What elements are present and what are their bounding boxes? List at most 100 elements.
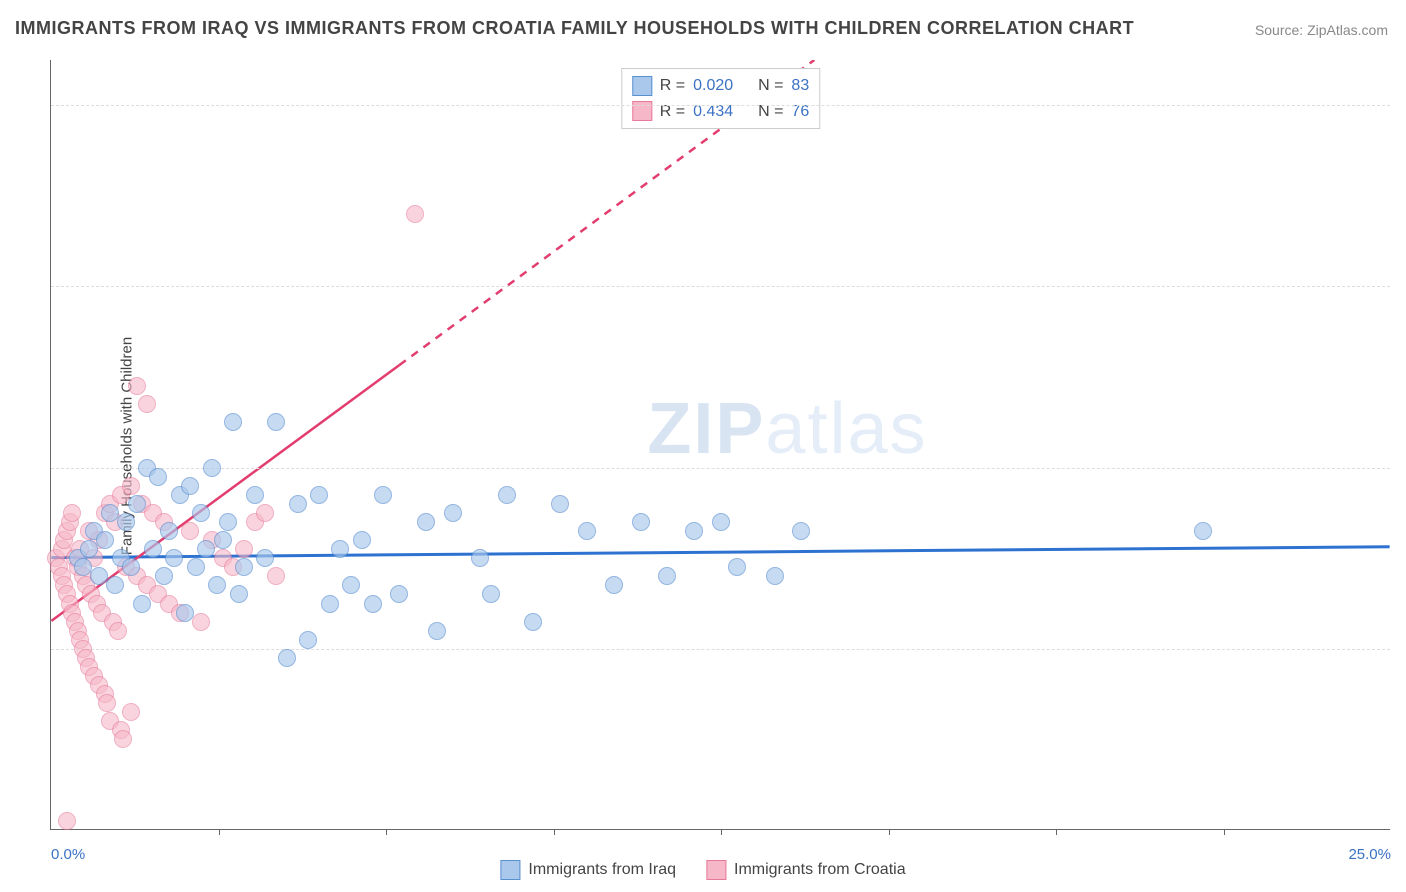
y-tick-label: 60.0%	[1395, 278, 1406, 295]
legend-label: Immigrants from Iraq	[528, 861, 676, 879]
y-tick-label: 20.0%	[1395, 640, 1406, 657]
scatter-point	[155, 567, 173, 585]
x-minor-tick	[219, 829, 220, 835]
scatter-point	[106, 576, 124, 594]
scatter-point	[766, 567, 784, 585]
scatter-point	[63, 504, 81, 522]
scatter-point	[122, 558, 140, 576]
scatter-point	[321, 595, 339, 613]
legend-swatch	[500, 860, 520, 880]
scatter-point	[728, 558, 746, 576]
scatter-point	[235, 558, 253, 576]
scatter-point	[58, 812, 76, 830]
y-tick-label: 80.0%	[1395, 97, 1406, 114]
gridline-horizontal	[51, 468, 1390, 469]
scatter-point	[289, 495, 307, 513]
scatter-point	[149, 468, 167, 486]
watermark-bold: ZIP	[647, 389, 765, 469]
scatter-point	[712, 513, 730, 531]
series-legend: Immigrants from Iraq Immigrants from Croa…	[500, 860, 905, 880]
x-minor-tick	[386, 829, 387, 835]
scatter-point	[299, 631, 317, 649]
scatter-point	[98, 694, 116, 712]
x-minor-tick	[554, 829, 555, 835]
scatter-point	[482, 585, 500, 603]
scatter-point	[235, 540, 253, 558]
gridline-horizontal	[51, 105, 1390, 106]
stat-legend-row: R = 0.020 N = 83	[632, 73, 809, 99]
watermark: ZIPatlas	[647, 388, 927, 470]
scatter-point	[444, 504, 462, 522]
scatter-point	[524, 613, 542, 631]
trend-lines-layer	[51, 60, 1390, 829]
scatter-point	[192, 504, 210, 522]
scatter-point	[219, 513, 237, 531]
legend-swatch	[706, 860, 726, 880]
scatter-point	[181, 522, 199, 540]
stat-r-value: 0.020	[693, 73, 733, 99]
scatter-point	[331, 540, 349, 558]
legend-swatch	[632, 76, 652, 96]
legend-label: Immigrants from Croatia	[734, 861, 906, 879]
x-minor-tick	[1056, 829, 1057, 835]
scatter-point	[417, 513, 435, 531]
y-tick-label: 40.0%	[1395, 459, 1406, 476]
scatter-point	[792, 522, 810, 540]
scatter-point	[498, 486, 516, 504]
stat-r-label: R =	[660, 99, 685, 125]
scatter-point	[658, 567, 676, 585]
scatter-point	[267, 567, 285, 585]
scatter-point	[428, 622, 446, 640]
x-tick-label: 0.0%	[51, 846, 85, 863]
scatter-point	[160, 522, 178, 540]
scatter-point	[128, 377, 146, 395]
scatter-point	[96, 531, 114, 549]
legend-item: Immigrants from Iraq	[500, 860, 676, 880]
scatter-point	[406, 205, 424, 223]
scatter-point	[187, 558, 205, 576]
stat-r-value: 0.434	[693, 99, 733, 125]
scatter-point	[1194, 522, 1212, 540]
scatter-point	[208, 576, 226, 594]
scatter-point	[685, 522, 703, 540]
scatter-point	[256, 549, 274, 567]
stat-n-label: N =	[758, 73, 783, 99]
gridline-horizontal	[51, 286, 1390, 287]
stat-legend-row: R = 0.434 N = 76	[632, 99, 809, 125]
scatter-point	[342, 576, 360, 594]
gridline-horizontal	[51, 649, 1390, 650]
x-minor-tick	[889, 829, 890, 835]
stat-r-label: R =	[660, 73, 685, 99]
scatter-point	[197, 540, 215, 558]
scatter-point	[310, 486, 328, 504]
scatter-point	[224, 413, 242, 431]
watermark-thin: atlas	[765, 389, 927, 469]
scatter-point	[117, 513, 135, 531]
scatter-point	[471, 549, 489, 567]
scatter-point	[214, 531, 232, 549]
scatter-point	[246, 486, 264, 504]
scatter-point	[138, 395, 156, 413]
scatter-point	[605, 576, 623, 594]
chart-title: IMMIGRANTS FROM IRAQ VS IMMIGRANTS FROM …	[15, 18, 1134, 39]
x-minor-tick	[1224, 829, 1225, 835]
chart-plot-area: ZIPatlas R =0.020 N =83R =0.434 N =76 20…	[50, 60, 1390, 830]
scatter-point	[80, 540, 98, 558]
scatter-point	[122, 703, 140, 721]
scatter-point	[165, 549, 183, 567]
scatter-point	[109, 622, 127, 640]
scatter-point	[390, 585, 408, 603]
scatter-point	[256, 504, 274, 522]
stat-n-label: N =	[758, 99, 783, 125]
scatter-point	[551, 495, 569, 513]
scatter-point	[632, 513, 650, 531]
scatter-point	[278, 649, 296, 667]
scatter-point	[578, 522, 596, 540]
scatter-point	[133, 595, 151, 613]
scatter-point	[230, 585, 248, 603]
stat-n-value: 83	[791, 73, 809, 99]
correlation-stats-legend: R = 0.020 N = 83 R = 0.434 N = 76	[621, 68, 820, 129]
scatter-point	[364, 595, 382, 613]
stat-n-value: 76	[791, 99, 809, 125]
x-tick-label: 25.0%	[1348, 846, 1391, 863]
